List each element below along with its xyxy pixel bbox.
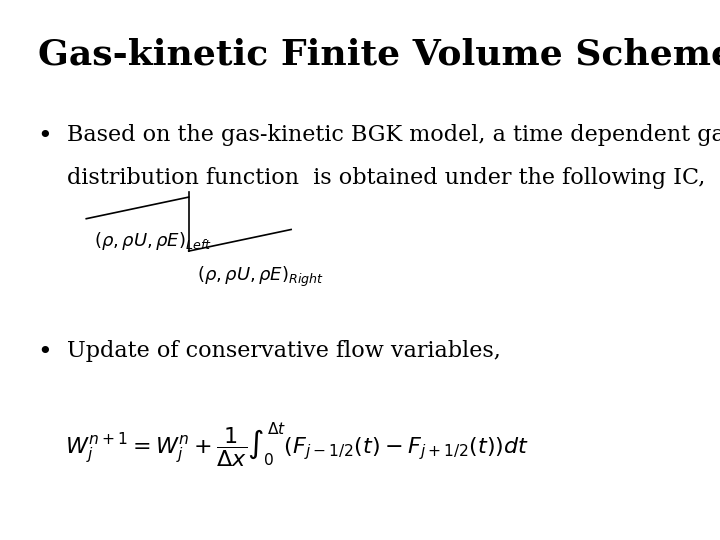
Text: distribution function  is obtained under the following IC,: distribution function is obtained under …	[68, 167, 706, 190]
Text: Gas-kinetic Finite Volume Scheme: Gas-kinetic Finite Volume Scheme	[37, 38, 720, 72]
Text: •: •	[37, 340, 53, 364]
Text: •: •	[37, 124, 53, 148]
Text: Based on the gas-kinetic BGK model, a time dependent gas: Based on the gas-kinetic BGK model, a ti…	[68, 124, 720, 146]
Text: $(\rho, \rho U, \rho E)_{Left}$: $(\rho, \rho U, \rho E)_{Left}$	[94, 230, 212, 252]
Text: $W_j^{n+1} = W_j^n + \dfrac{1}{\Delta x}\int_0^{\Delta t}(F_{j-1/2}(t) - F_{j+1/: $W_j^{n+1} = W_j^n + \dfrac{1}{\Delta x}…	[65, 421, 528, 470]
Text: $(\rho, \rho U, \rho E)_{Right}$: $(\rho, \rho U, \rho E)_{Right}$	[197, 265, 324, 289]
Text: Update of conservative flow variables,: Update of conservative flow variables,	[68, 340, 501, 362]
